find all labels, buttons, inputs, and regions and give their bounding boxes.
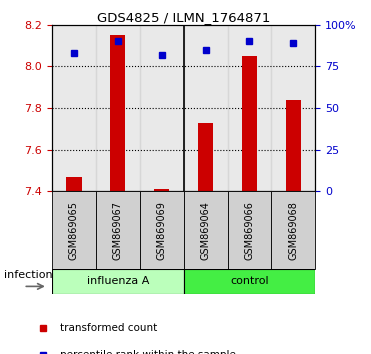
- Text: influenza A: influenza A: [86, 276, 149, 286]
- Bar: [242, 56, 257, 191]
- Bar: [154, 189, 170, 191]
- FancyBboxPatch shape: [52, 191, 96, 269]
- Text: GSM869066: GSM869066: [244, 201, 255, 259]
- Text: control: control: [230, 276, 269, 286]
- Bar: [66, 177, 82, 191]
- Bar: [52, 25, 96, 191]
- FancyBboxPatch shape: [272, 191, 315, 269]
- Text: transformed count: transformed count: [60, 323, 157, 333]
- Text: GSM869064: GSM869064: [201, 201, 211, 259]
- Text: GSM869065: GSM869065: [69, 201, 79, 259]
- Bar: [198, 122, 213, 191]
- FancyBboxPatch shape: [184, 269, 315, 294]
- Text: GSM869067: GSM869067: [113, 201, 123, 259]
- FancyBboxPatch shape: [184, 191, 227, 269]
- FancyBboxPatch shape: [96, 191, 140, 269]
- FancyBboxPatch shape: [227, 191, 272, 269]
- Text: GSM869069: GSM869069: [157, 201, 167, 259]
- FancyBboxPatch shape: [140, 191, 184, 269]
- Bar: [110, 35, 125, 191]
- Title: GDS4825 / ILMN_1764871: GDS4825 / ILMN_1764871: [97, 11, 270, 24]
- Bar: [227, 25, 272, 191]
- Bar: [140, 25, 184, 191]
- Bar: [96, 25, 140, 191]
- Bar: [272, 25, 315, 191]
- Bar: [184, 25, 227, 191]
- Text: GSM869068: GSM869068: [288, 201, 298, 259]
- Bar: [286, 100, 301, 191]
- Text: percentile rank within the sample: percentile rank within the sample: [60, 350, 236, 354]
- FancyBboxPatch shape: [52, 269, 184, 294]
- Text: infection: infection: [4, 270, 52, 280]
